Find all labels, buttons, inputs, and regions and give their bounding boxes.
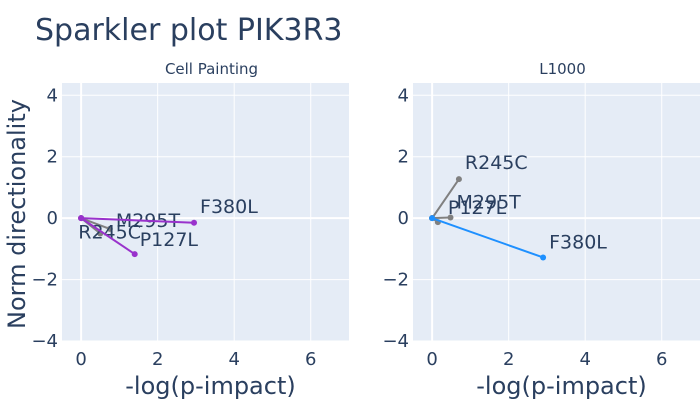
y-tick-label: −4 xyxy=(31,331,58,352)
x-tick-label: 0 xyxy=(426,349,437,370)
y-axis-title: Norm directionality xyxy=(3,99,31,329)
data-point xyxy=(78,215,85,222)
plot-area xyxy=(62,83,349,341)
y-tick-label: 4 xyxy=(47,85,58,106)
mutation-label: F380L xyxy=(549,231,607,253)
figure-title: Sparkler plot PIK3R3 xyxy=(35,13,343,48)
x-tick-label: 2 xyxy=(152,349,163,370)
y-tick-label: 0 xyxy=(398,208,409,229)
x-tick-label: 4 xyxy=(228,349,239,370)
data-point xyxy=(429,215,436,222)
y-tick-label: −2 xyxy=(382,270,409,291)
mutation-label: M295T xyxy=(457,192,522,214)
panel-title: Cell Painting xyxy=(165,60,258,78)
data-point xyxy=(131,251,138,258)
series-line-p127l xyxy=(80,217,136,255)
data-point xyxy=(447,214,454,221)
y-tick-label: 2 xyxy=(47,147,58,168)
series-line-f380l xyxy=(81,217,195,224)
panel-l1000: 0 2 4 6 −4 −2 0 2 4 L1000 -log(p-impact) R245C M295T… xyxy=(382,60,700,400)
y-tick-label: 2 xyxy=(398,147,409,168)
data-point xyxy=(106,225,113,232)
plot-area xyxy=(413,83,700,341)
data-point xyxy=(540,254,547,261)
y-tick-label: −2 xyxy=(31,270,58,291)
x-axis-title: -log(p-impact) xyxy=(125,372,295,400)
series-line-m295t xyxy=(432,216,451,220)
series-line-f380l xyxy=(431,217,544,259)
mutation-label: P127L xyxy=(448,197,507,219)
y-tick-label: 4 xyxy=(398,85,409,106)
x-axis-title: -log(p-impact) xyxy=(476,372,646,400)
series-line-r245c xyxy=(431,178,460,219)
data-point xyxy=(455,176,462,183)
y-tick-label: −4 xyxy=(382,331,409,352)
x-tick-label: 0 xyxy=(75,349,86,370)
x-tick-label: 6 xyxy=(305,349,316,370)
mutation-label: F380L xyxy=(200,196,258,218)
mutation-label: R245C xyxy=(465,152,528,174)
mutation-label: R245C xyxy=(78,222,141,244)
data-point xyxy=(191,219,198,226)
mutation-label: P127L xyxy=(140,229,199,251)
x-tick-label: 6 xyxy=(656,349,667,370)
series-line-m295t xyxy=(80,217,111,230)
x-tick-label: 2 xyxy=(503,349,514,370)
y-tick-label: 0 xyxy=(47,208,58,229)
panel-title: L1000 xyxy=(539,60,586,78)
x-tick-label: 4 xyxy=(579,349,590,370)
